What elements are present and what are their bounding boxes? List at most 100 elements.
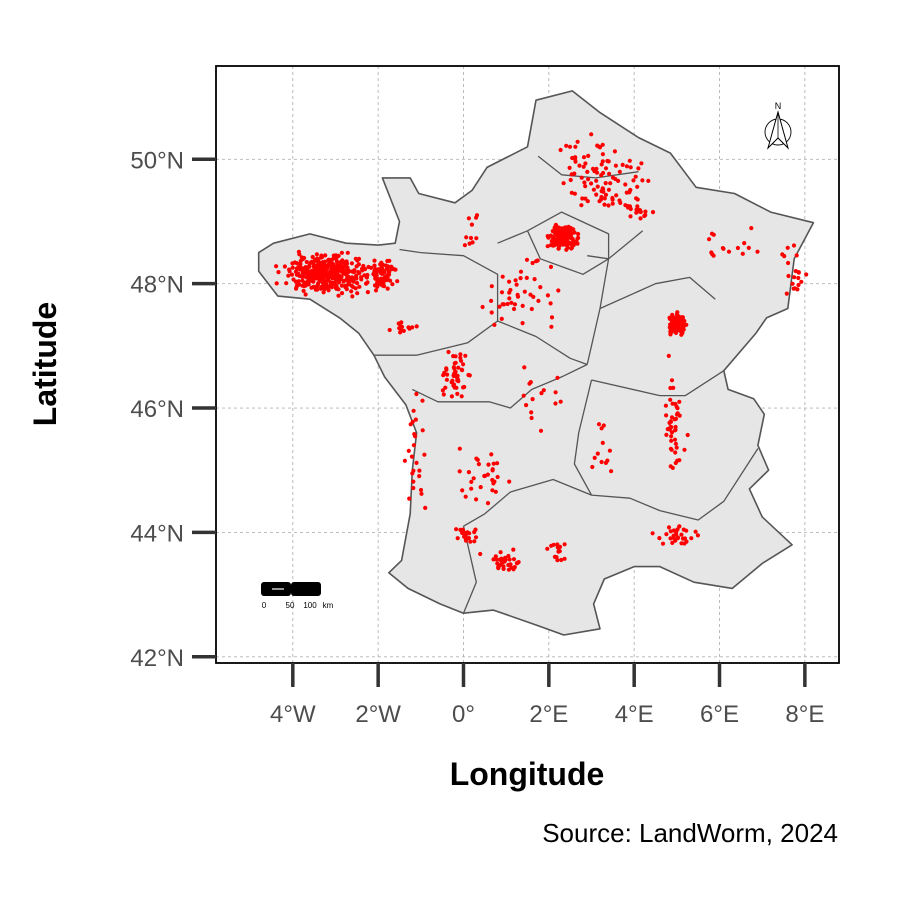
sample-point [378, 281, 383, 286]
sample-point [679, 332, 684, 337]
sample-point [497, 304, 502, 309]
sample-point [307, 263, 312, 268]
sample-point [586, 177, 591, 182]
sample-point [326, 258, 331, 263]
sample-point [411, 485, 416, 491]
sample-point [274, 281, 279, 286]
sample-point [635, 204, 640, 209]
sample-point [583, 196, 588, 201]
sample-point [507, 557, 512, 562]
sample-point [515, 292, 520, 297]
sample-point [633, 174, 638, 179]
sample-point [372, 263, 377, 268]
sample-point [682, 447, 687, 452]
sample-point [564, 143, 569, 148]
sample-point [531, 294, 536, 299]
sample-point [595, 143, 600, 148]
region-borders [373, 155, 759, 614]
sample-point [309, 285, 314, 290]
sample-point [524, 403, 529, 408]
region-border-7 [497, 320, 588, 366]
sample-point [456, 365, 461, 370]
sample-point [720, 246, 726, 251]
sample-point [545, 244, 550, 249]
sample-point [607, 171, 612, 176]
sample-point [552, 242, 558, 248]
sample-point [463, 353, 468, 358]
sample-point [571, 227, 576, 232]
sample-point [406, 448, 411, 453]
sample-point [398, 324, 403, 329]
sample-point [529, 410, 534, 415]
sample-point [289, 272, 295, 277]
sample-point [330, 276, 335, 281]
sample-point [668, 332, 673, 337]
sample-point [581, 164, 586, 169]
sample-point [444, 377, 449, 382]
sample-point [306, 282, 311, 287]
sample-point [454, 385, 459, 390]
sample-point [555, 542, 560, 547]
sample-point [349, 289, 354, 294]
scale-bar-segment-2 [291, 582, 321, 596]
sample-point [323, 269, 328, 274]
sample-point [511, 567, 516, 572]
sample-point [556, 549, 561, 554]
sample-point [559, 557, 564, 563]
sample-point [636, 166, 641, 171]
sample-point [677, 399, 682, 404]
sample-point [670, 320, 676, 325]
sample-point [548, 301, 553, 306]
sample-point [330, 270, 335, 275]
sample-point [329, 267, 334, 272]
sample-point [420, 428, 425, 433]
sample-point [326, 288, 331, 293]
sample-point [474, 236, 479, 241]
north-arrow-label: N [775, 101, 782, 111]
sample-point [491, 557, 496, 562]
sample-point [373, 288, 379, 293]
sample-point [613, 163, 619, 168]
sample-point [562, 556, 567, 561]
sample-point [669, 415, 675, 420]
sample-point [590, 464, 595, 470]
sample-point [674, 412, 680, 417]
sample-point [300, 283, 305, 288]
sample-point [524, 275, 529, 280]
sample-point [390, 282, 395, 287]
region-border-6 [412, 363, 588, 409]
sample-point [449, 394, 454, 399]
sample-point [594, 170, 600, 175]
sample-point [387, 327, 392, 333]
sample-point [451, 354, 456, 359]
sample-point [624, 190, 629, 195]
sample-point [489, 298, 494, 303]
sample-point [631, 178, 636, 183]
sample-point [489, 310, 494, 315]
sample-point [467, 241, 472, 246]
sample-point [413, 434, 418, 439]
sample-point [340, 264, 345, 269]
sample-point [669, 317, 674, 322]
sample-point [414, 460, 419, 465]
sample-point [497, 563, 502, 568]
x-tick-label-2: 0° [452, 701, 475, 728]
sample-point [442, 370, 447, 375]
region-border-5 [399, 248, 421, 254]
sample-point [549, 543, 554, 548]
sample-point [414, 324, 419, 329]
sample-point [583, 161, 588, 166]
sample-point [468, 539, 473, 544]
sample-point [315, 268, 320, 273]
sample-point [522, 289, 527, 294]
sample-point [455, 391, 460, 396]
sample-point [786, 273, 791, 279]
sample-points [274, 132, 809, 572]
sample-point [599, 197, 604, 202]
sample-point [689, 536, 694, 541]
sample-point [595, 184, 600, 189]
sample-point [507, 279, 512, 284]
sample-point [650, 531, 655, 536]
sample-point [411, 408, 416, 413]
sample-point [482, 473, 488, 478]
